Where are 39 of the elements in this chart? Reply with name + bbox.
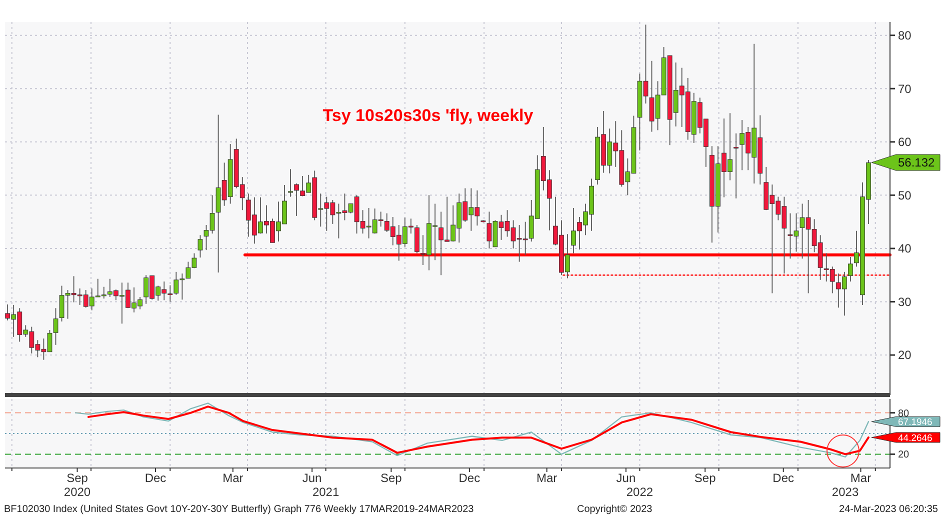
x-tick-label: Jun [616, 471, 636, 485]
candlestick [53, 308, 58, 346]
text: Tsy 10s20s30s 'fly, weekly [322, 106, 534, 125]
candlestick [734, 132, 738, 199]
candlestick [294, 183, 300, 216]
text: BF102030 Index (United States Govt 10Y-20Y-30Y Butterfly) Graph 776 Weekly 17MAR2019-24MAR2023 [4, 504, 474, 515]
y-tick-label: 40 [898, 242, 912, 256]
y-tick-label: 30 [898, 294, 912, 309]
x-tick-label: Dec [458, 471, 480, 485]
candlestick [288, 168, 293, 198]
annotation: 67.1946 [898, 416, 932, 428]
y-tick-label: 80 [898, 408, 910, 420]
x2-tick-label: 2023 [832, 485, 859, 499]
x-tick-label: Sep [66, 471, 88, 485]
x-tick-label: Dec [144, 471, 166, 485]
y-tick-label: 70 [898, 82, 912, 96]
candlestick [198, 234, 203, 258]
y-tick-label: 20 [898, 348, 912, 362]
text: Copyright© 2023 [577, 504, 653, 515]
candlestick [848, 256, 853, 282]
x2-tick-label: 2021 [312, 485, 340, 499]
x2-tick-label: 2022 [626, 485, 654, 499]
x-tick-label: Jun [302, 471, 322, 485]
y-tick-label: 60 [898, 135, 912, 150]
annotation: 44.2646 [898, 432, 932, 444]
x-tick-label: Mar [222, 471, 244, 485]
x-tick-label: Mar [850, 471, 872, 485]
x-tick-label: Mar [536, 471, 558, 485]
text: 24-Mar-2023 06:20:35 [839, 504, 938, 515]
candlestick [414, 224, 420, 254]
y-tick-label: 80 [898, 28, 912, 43]
y-tick-label: 20 [898, 450, 910, 461]
x-tick-label: Sep [694, 471, 716, 485]
x2-tick-label: 2020 [64, 485, 91, 499]
candlestick [168, 284, 173, 302]
x-tick-label: Dec [772, 471, 794, 485]
x-tick-label: Sep [380, 471, 402, 485]
y-tick-label: 50 [898, 188, 912, 202]
annotation: 56.132 [898, 156, 936, 170]
